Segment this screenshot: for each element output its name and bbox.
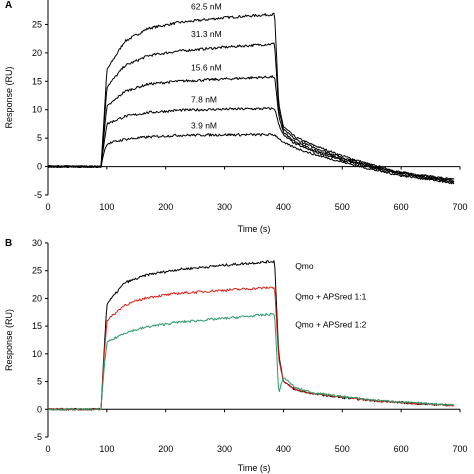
y-tick-label: 0 xyxy=(37,404,42,414)
y-tick-label: 25 xyxy=(32,266,42,276)
y-tick-label: 25 xyxy=(32,19,42,29)
x-tick-label: 0 xyxy=(45,444,50,454)
series-label-2: 31.3 nM xyxy=(191,29,222,39)
y-tick-label: 10 xyxy=(32,105,42,115)
x-tick-label: 300 xyxy=(217,202,232,212)
x-axis-title: Time (s) xyxy=(238,224,271,234)
x-axis-title: Time (s) xyxy=(238,463,271,473)
y-tick-label: 30 xyxy=(32,238,42,248)
series-line-5 xyxy=(47,133,455,185)
x-tick-label: 0 xyxy=(45,202,50,212)
x-tick-label: 200 xyxy=(158,444,173,454)
x-tick-label: 200 xyxy=(158,202,173,212)
y-axis-title: Response (RU) xyxy=(4,309,14,371)
y-tick-label: 15 xyxy=(32,76,42,86)
y-tick-label: 10 xyxy=(32,349,42,359)
panel-letter: A xyxy=(5,0,12,11)
series-label-3: Qmo + APSred 1:2 xyxy=(295,319,366,329)
y-tick-label: 5 xyxy=(37,377,42,387)
y-axis-title: Response (RU) xyxy=(4,66,14,128)
x-tick-label: 500 xyxy=(335,444,350,454)
series-line-1 xyxy=(47,260,455,411)
y-tick-label: -5 xyxy=(34,190,42,200)
x-tick-label: 500 xyxy=(335,202,350,212)
y-tick-label: 5 xyxy=(37,133,42,143)
panel-letter: B xyxy=(5,238,12,249)
series-label-5: 3.9 nM xyxy=(191,120,217,130)
x-tick-label: 100 xyxy=(99,202,114,212)
series-label-1: Qmo xyxy=(295,261,314,271)
series-label-2: Qmo + APSred 1:1 xyxy=(295,292,366,302)
x-tick-label: 700 xyxy=(452,202,467,212)
x-tick-label: 700 xyxy=(452,444,467,454)
y-tick-label: 20 xyxy=(32,293,42,303)
y-tick-label: 20 xyxy=(32,48,42,58)
x-tick-label: 600 xyxy=(394,202,409,212)
y-tick-label: 0 xyxy=(37,162,42,172)
series-line-2 xyxy=(47,42,455,182)
x-tick-label: 100 xyxy=(99,444,114,454)
series-line-3 xyxy=(47,312,455,411)
x-tick-label: 400 xyxy=(276,444,291,454)
y-tick-label: 15 xyxy=(32,321,42,331)
x-tick-label: 300 xyxy=(217,444,232,454)
y-tick-label: -5 xyxy=(34,432,42,442)
series-label-4: 7.8 nM xyxy=(191,94,217,104)
series-line-4 xyxy=(47,107,455,184)
x-tick-label: 400 xyxy=(276,202,291,212)
series-label-1: 62.5 nM xyxy=(191,2,222,12)
series-line-1 xyxy=(47,12,455,180)
series-label-3: 15.6 nM xyxy=(191,62,222,72)
x-tick-label: 600 xyxy=(394,444,409,454)
series-line-2 xyxy=(47,286,455,411)
